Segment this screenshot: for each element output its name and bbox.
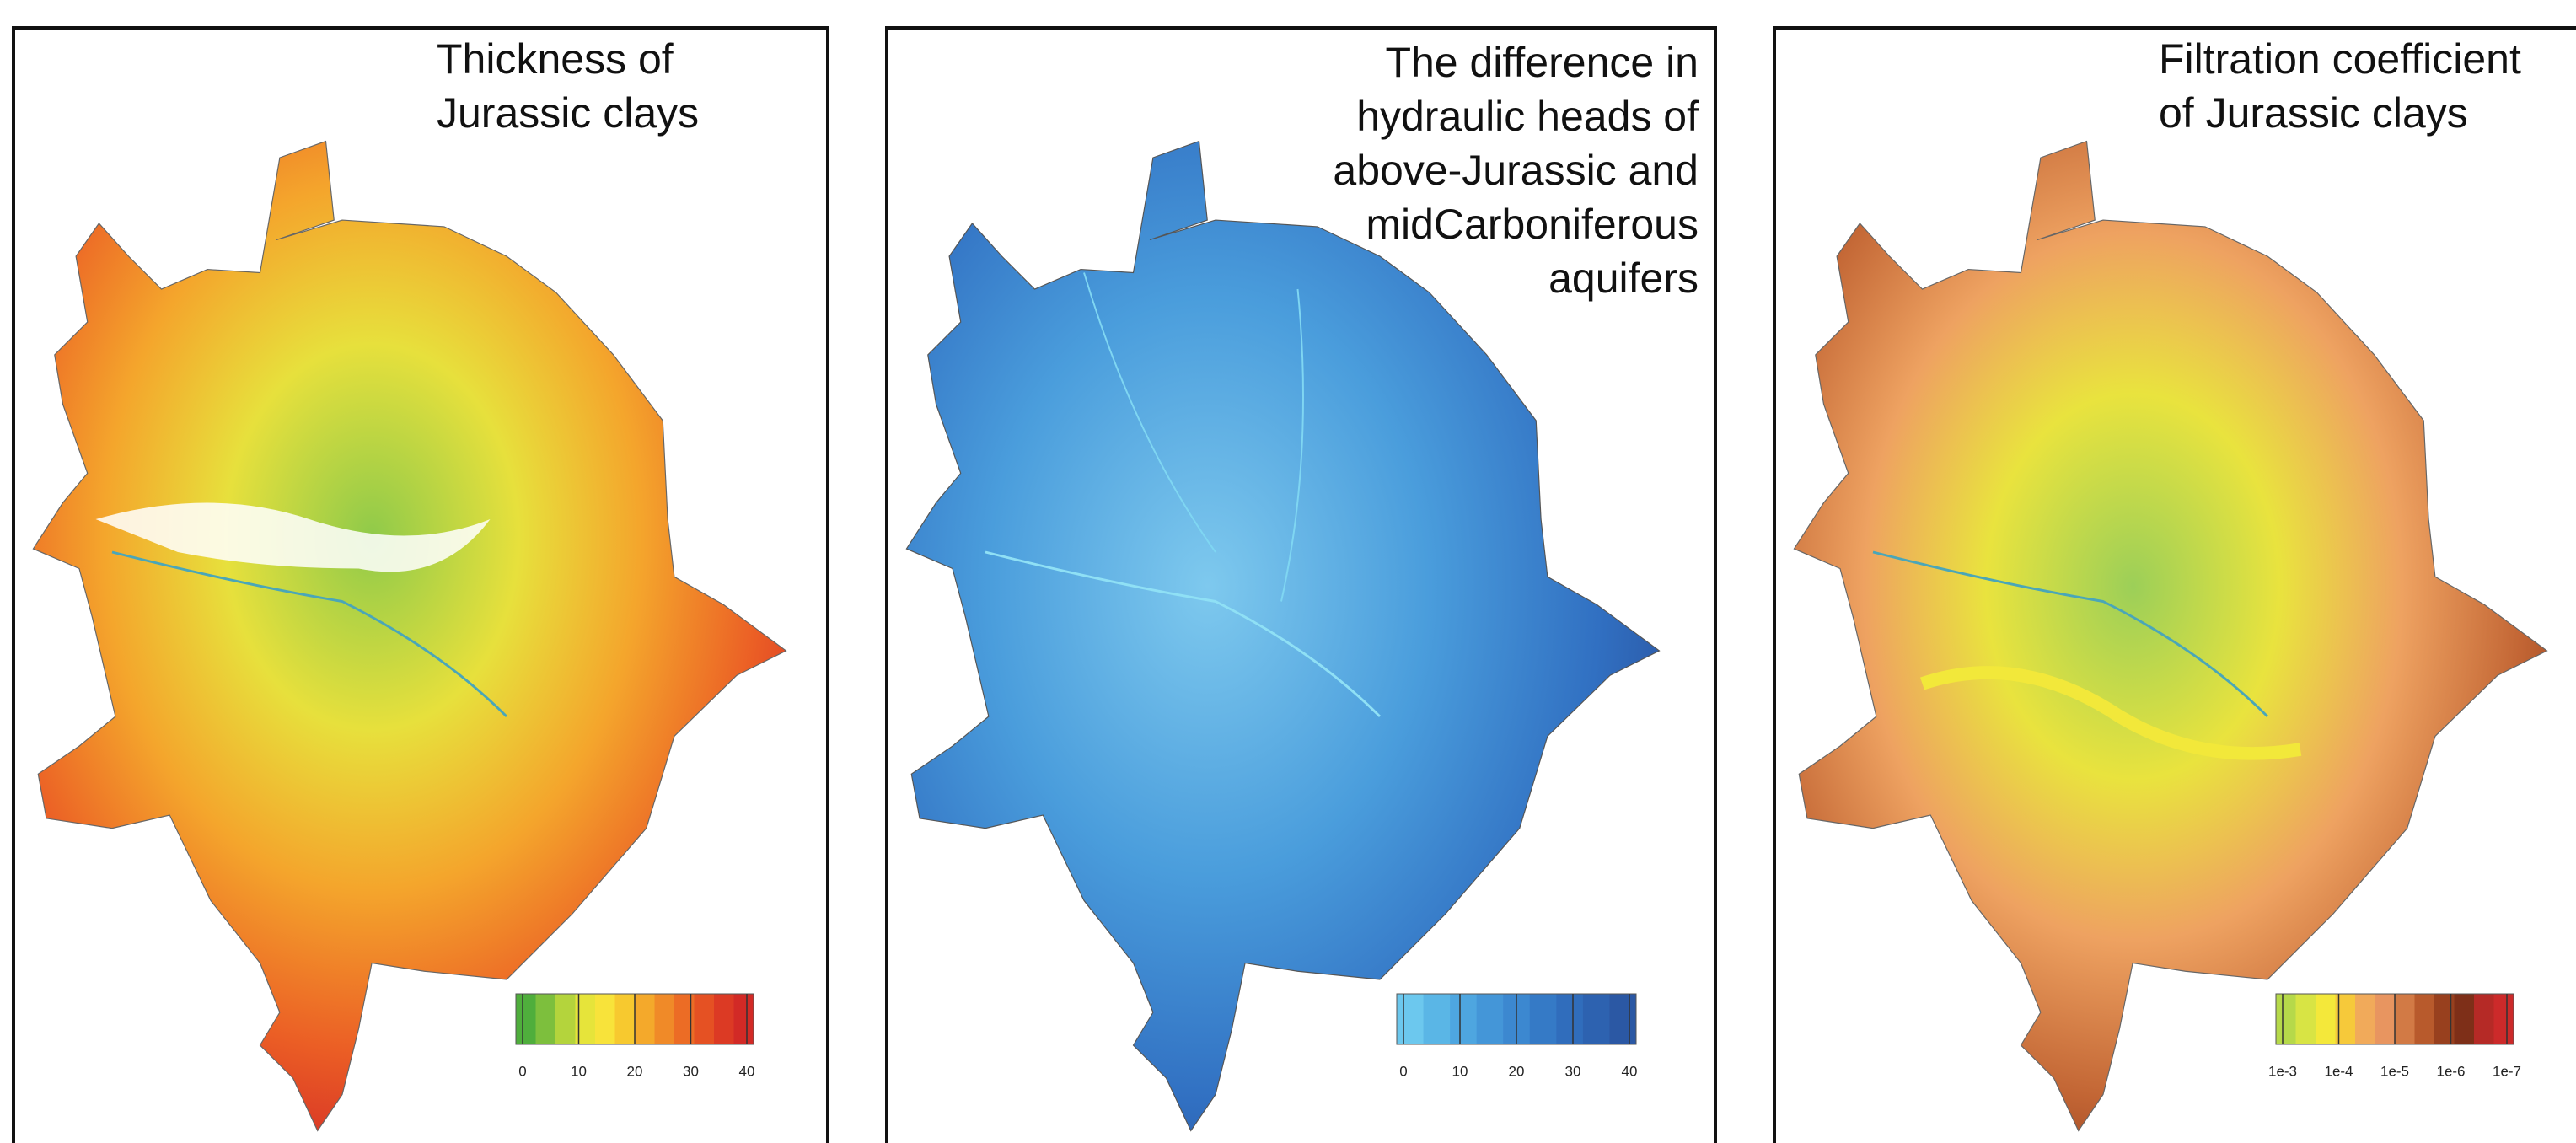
- colorbar-segment: [555, 994, 576, 1044]
- colorbar-tick-label: 40: [1622, 1063, 1638, 1079]
- panel-title: Filtration coefficient: [2159, 35, 2521, 83]
- colorbar-segment: [1477, 994, 1504, 1044]
- colorbar-segment: [1609, 994, 1636, 1044]
- colorbar-segment: [2474, 994, 2494, 1044]
- colorbar-segment: [1583, 994, 1610, 1044]
- colorbar-tick-label: 1e-5: [2380, 1063, 2409, 1079]
- colorbar-segment: [2355, 994, 2375, 1044]
- panel-title: of Jurassic clays: [2159, 89, 2468, 137]
- colorbar-segment: [1556, 994, 1583, 1044]
- colorbar-segment: [2276, 994, 2296, 1044]
- colorbar-tick-label: 10: [571, 1063, 587, 1079]
- colorbar-segment: [2415, 994, 2435, 1044]
- panel-title: above-Jurassic and: [1333, 147, 1699, 194]
- colorbar-segment: [595, 994, 615, 1044]
- panel-title: hydraulic heads of: [1356, 93, 1699, 140]
- colorbar-segment: [655, 994, 675, 1044]
- map-3: [1794, 142, 2546, 1131]
- colorbar-segment: [635, 994, 655, 1044]
- colorbar-segment: [2494, 994, 2514, 1044]
- colorbar-segment: [536, 994, 556, 1044]
- colorbar-tick-label: 30: [683, 1063, 699, 1079]
- colorbar-segment: [2316, 994, 2336, 1044]
- panel-title: aquifers: [1548, 255, 1699, 302]
- panel-title: Jurassic clays: [437, 89, 699, 137]
- map-1: [33, 142, 786, 1131]
- colorbar-segment: [2296, 994, 2316, 1044]
- colorbar-tick-label: 20: [627, 1063, 643, 1079]
- colorbar-segment: [1424, 994, 1451, 1044]
- figure: Thickness of Jurassic clays 0 10 20 30 40 The d…: [0, 0, 2576, 1143]
- colorbar-tick-label: 10: [1452, 1063, 1468, 1079]
- colorbar-segment: [2434, 994, 2455, 1044]
- colorbar-tick-label: 1e-7: [2493, 1063, 2521, 1079]
- colorbar-segment: [734, 994, 754, 1044]
- colorbar-tick-label: 20: [1509, 1063, 1525, 1079]
- panel-title: Thickness of: [437, 35, 674, 83]
- colorbar-tick-label: 40: [739, 1063, 755, 1079]
- colorbar-segment: [1450, 994, 1477, 1044]
- colorbar-tick-label: 30: [1565, 1063, 1581, 1079]
- colorbar-segment: [695, 994, 715, 1044]
- colorbar-segment: [615, 994, 636, 1044]
- colorbar-segment: [2455, 994, 2475, 1044]
- colorbar-tick-label: 0: [518, 1063, 526, 1079]
- colorbar-tick-label: 1e-6: [2436, 1063, 2465, 1079]
- colorbar-segment: [2375, 994, 2396, 1044]
- colorbar-tick-label: 1e-3: [2268, 1063, 2297, 1079]
- colorbar-segment: [1530, 994, 1557, 1044]
- panel-title: midCarboniferous: [1366, 201, 1699, 248]
- colorbar-tick-label: 0: [1399, 1063, 1407, 1079]
- colorbar-tick-label: 1e-4: [2324, 1063, 2353, 1079]
- panel-title: The difference in: [1385, 39, 1699, 86]
- map-2: [906, 142, 1659, 1131]
- colorbar-segment: [674, 994, 695, 1044]
- colorbar-segment: [1397, 994, 1424, 1044]
- colorbar-segment: [2395, 994, 2415, 1044]
- colorbar-segment: [714, 994, 734, 1044]
- colorbar-segment: [516, 994, 536, 1044]
